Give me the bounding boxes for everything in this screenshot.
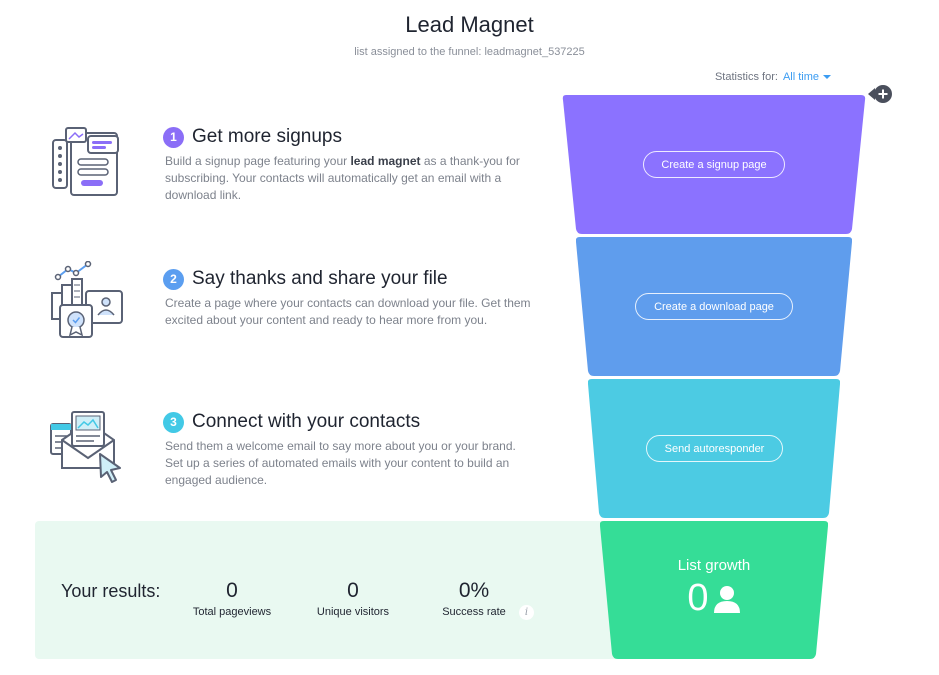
step-title: Get more signups [192, 126, 342, 147]
step-description: Create a page where your contacts can do… [165, 296, 531, 327]
metric-value: 0 [347, 579, 359, 602]
create-download-page-button[interactable]: Create a download page [635, 293, 793, 320]
step-title: Say thanks and share your file [192, 268, 448, 289]
step-get-more-signups: 1 Get more signups Build a signup page f… [48, 123, 548, 213]
metric-caption: Success rate [442, 606, 506, 618]
signup-form-icon [48, 123, 128, 203]
add-step-button[interactable] [867, 84, 893, 104]
step-connect-contacts: 3 Connect with your contacts Send them a… [48, 408, 548, 498]
chevron-down-icon [823, 75, 831, 79]
step-say-thanks: 2 Say thanks and share your file Create … [48, 260, 548, 355]
statistics-range-dropdown[interactable]: All time [783, 71, 831, 83]
list-growth-stage: List growth 0 [599, 521, 829, 660]
list-growth-title: List growth [677, 557, 751, 574]
statistics-label: Statistics for: [714, 71, 778, 83]
step-description: Send them a welcome email to say more ab… [165, 439, 516, 487]
funnel-stage-signup: Create a signup page [562, 95, 866, 235]
step-number-badge: 3 [163, 411, 184, 433]
results-label: Your results: [61, 581, 161, 601]
funnel-stage-autoresponder: Send autoresponder [588, 379, 840, 519]
statistics-range-value: All time [782, 71, 819, 83]
step-number-badge: 2 [163, 268, 184, 290]
statistics-filter: Statistics for: All time [715, 71, 831, 83]
metric-value: 0% [458, 579, 490, 602]
funnel-stage-download: Create a download page [576, 237, 852, 377]
metric-total-pageviews: 0 Total pageviews [182, 579, 282, 618]
metric-caption: Total pageviews [192, 606, 272, 618]
download-page-icon [48, 260, 128, 341]
page-title: Lead Magnet [405, 12, 534, 37]
step-number-badge: 1 [163, 126, 184, 148]
list-growth-value-row: 0 [600, 577, 828, 620]
results-panel: Your results: 0 Total pageviews 0 Unique… [35, 521, 640, 659]
list-growth-value: 0 [687, 577, 709, 619]
step-title: Connect with your contacts [192, 411, 421, 432]
person-icon [713, 585, 740, 613]
metric-unique-visitors: 0 Unique visitors [303, 579, 403, 618]
step-description: Build a signup page featuring your lead … [165, 154, 520, 202]
metric-caption: Unique visitors [316, 606, 390, 618]
page-subtitle: list assigned to the funnel: leadmagnet_… [354, 46, 585, 58]
metric-success-rate: 0% Success rate [424, 579, 524, 618]
send-autoresponder-button[interactable]: Send autoresponder [646, 435, 783, 462]
plus-icon [868, 85, 892, 103]
info-icon[interactable]: i [519, 605, 534, 620]
create-signup-page-button[interactable]: Create a signup page [643, 151, 785, 178]
metric-value: 0 [226, 579, 238, 602]
email-envelope-icon [48, 406, 128, 486]
